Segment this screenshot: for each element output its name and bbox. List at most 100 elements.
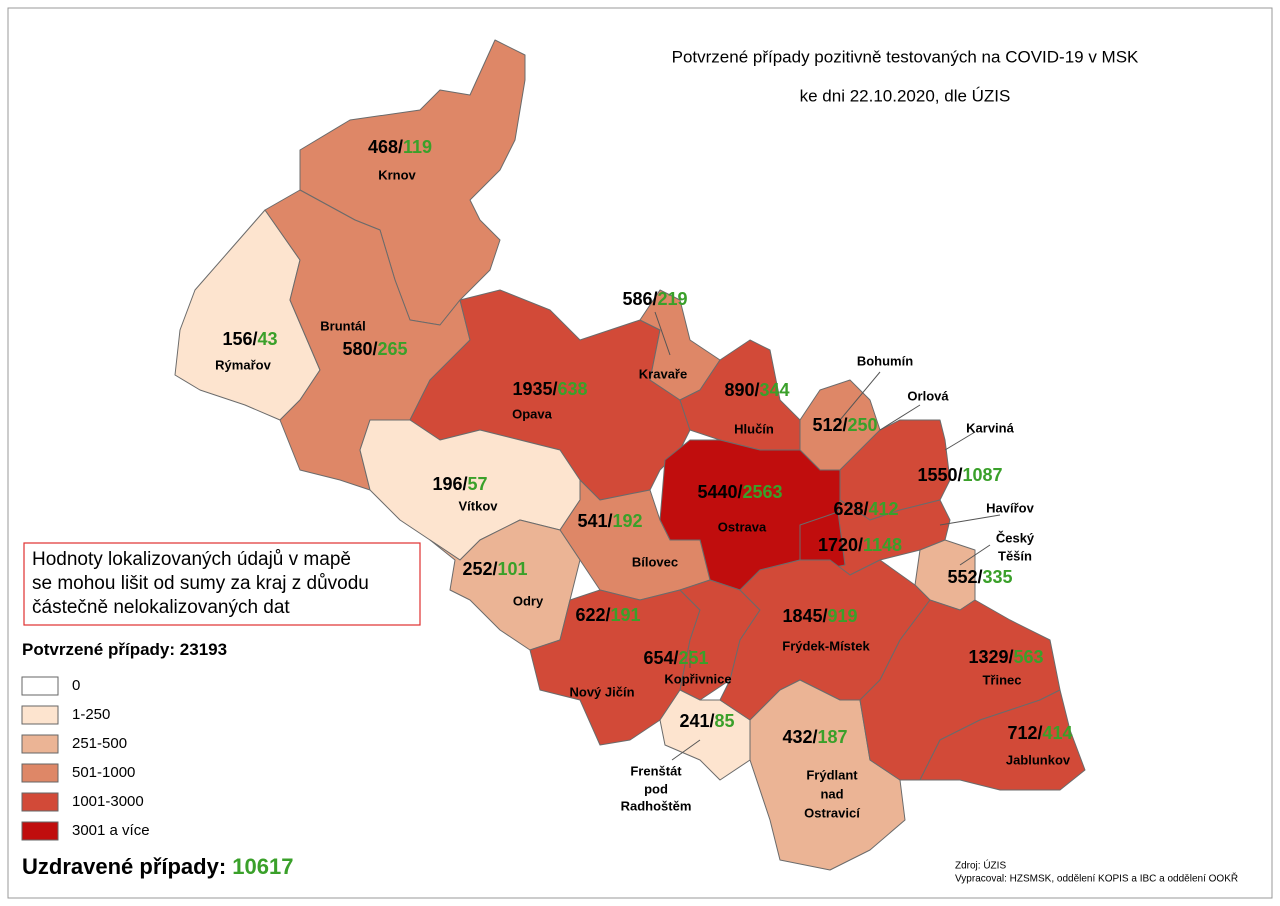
districts: [174, 39, 1086, 871]
legend-total: 23193: [180, 640, 227, 659]
count-separator: /: [842, 415, 847, 435]
count-separator: /: [957, 465, 962, 485]
district-name: Kravaře: [639, 366, 687, 381]
note-line: částečně nelokalizovaných dat: [32, 597, 290, 618]
district-name: Hlučín: [734, 421, 774, 436]
confirmed-count: 654: [643, 648, 673, 668]
district-count: 1329/563: [968, 647, 1043, 667]
recovered-count: 638: [558, 379, 588, 399]
count-separator: /: [822, 606, 827, 626]
recovered-count: 85: [715, 711, 735, 731]
leader-line: [879, 404, 921, 431]
recovered-count: 250: [848, 415, 878, 435]
confirmed-count: 1329: [968, 647, 1008, 667]
legend-label: 1-250: [72, 706, 110, 723]
leader-line: [939, 514, 1001, 526]
district-count: 1935/638: [512, 379, 587, 399]
recovered-count: 2563: [743, 482, 783, 502]
leader-line: [959, 544, 991, 566]
district-name: Orlová: [907, 388, 949, 403]
legend-swatch: [21, 763, 59, 783]
count-separator: /: [492, 559, 497, 579]
district-name: Český: [996, 530, 1035, 545]
recovered-count: 119: [403, 137, 432, 157]
district-name: Ostrava: [718, 519, 767, 534]
district-name: Odry: [513, 593, 544, 608]
district-count: 196/57: [432, 474, 487, 494]
district-name: Ostravicí: [804, 805, 860, 820]
leader-line: [839, 371, 881, 421]
confirmed-count: 712: [1007, 723, 1037, 743]
legend-swatch: [21, 821, 59, 841]
legend-label: 1001-3000: [72, 793, 144, 810]
district-name: Bruntál: [320, 318, 366, 333]
recovered-count: 219: [658, 289, 688, 309]
district-count: 890/344: [724, 380, 789, 400]
district-name: Radhoštěm: [621, 798, 692, 813]
count-separator: /: [858, 535, 863, 555]
district-name: Bohumín: [857, 353, 913, 368]
confirmed-count: 252: [462, 559, 492, 579]
recovered-value: 10617: [232, 854, 293, 879]
leader-line: [671, 739, 701, 761]
confirmed-count: 552: [947, 567, 977, 587]
legend-swatch: [21, 705, 59, 725]
district-name: Těšín: [998, 548, 1032, 563]
leader-line: [654, 311, 671, 356]
count-separator: /: [754, 380, 759, 400]
legend-label: 251-500: [72, 735, 127, 752]
district-count: 712/414: [1007, 723, 1072, 743]
district-area: [919, 689, 1086, 791]
district-count: 241/85: [679, 711, 734, 731]
district-count: 468/119: [368, 137, 432, 157]
confirmed-count: 586: [622, 289, 652, 309]
confirmed-count: 1935: [512, 379, 552, 399]
recovered-count: 265: [378, 339, 408, 359]
district-count: 432/187: [782, 727, 847, 747]
district-count: 252/101: [462, 559, 527, 579]
leader-line: [944, 431, 976, 451]
source: Zdroj: ÚZIS: [955, 859, 1006, 872]
confirmed-count: 468: [368, 137, 398, 157]
district-name: Jablunkov: [1006, 752, 1071, 767]
district-count: 1720/1148: [818, 535, 902, 555]
legend-swatch: [21, 676, 59, 696]
recovered-count: 1087: [963, 465, 1003, 485]
district-count: 552/335: [947, 567, 1012, 587]
legend-swatch: [21, 792, 59, 812]
count-separator: /: [652, 289, 657, 309]
district-name: Frýdek-Místek: [782, 638, 870, 653]
count-separator: /: [1008, 647, 1013, 667]
district-name: Kopřivnice: [664, 671, 731, 686]
legend-title: Potvrzené případy: 23193: [22, 640, 227, 659]
district-name: pod: [644, 781, 668, 796]
confirmed-count: 1845: [782, 606, 822, 626]
confirmed-count: 5440: [697, 482, 737, 502]
count-separator: /: [737, 482, 742, 502]
confirmed-count: 628: [833, 499, 863, 519]
district-count: 512/250: [812, 415, 877, 435]
recovered-count: 191: [611, 605, 641, 625]
recovered-count: 43: [258, 329, 278, 349]
recovered-count: 344: [760, 380, 790, 400]
district-count: 1845/919: [782, 606, 857, 626]
recovered-count: 101: [498, 559, 528, 579]
district-name: Nový Jičín: [569, 684, 634, 699]
district-count: 622/191: [575, 605, 640, 625]
count-separator: /: [552, 379, 557, 399]
recovered-count: 919: [828, 606, 858, 626]
district-count: 5440/2563: [697, 482, 782, 502]
district-count: 541/192: [577, 511, 642, 531]
recovered-count: 563: [1014, 647, 1044, 667]
count-separator: /: [398, 137, 403, 157]
confirmed-count: 1550: [917, 465, 957, 485]
confirmed-count: 156: [222, 329, 252, 349]
district-name: Třinec: [982, 672, 1021, 687]
legend-swatch: [21, 734, 59, 754]
map-title: Potvrzené případy pozitivně testovaných …: [672, 47, 1139, 66]
confirmed-count: 241: [679, 711, 709, 731]
count-separator: /: [605, 605, 610, 625]
note-line: se mohou lišit od sumy za kraj z důvodu: [32, 573, 369, 594]
district-labels: 468/119Krnov156/43Rýmařov580/265Bruntál1…: [215, 137, 1072, 821]
